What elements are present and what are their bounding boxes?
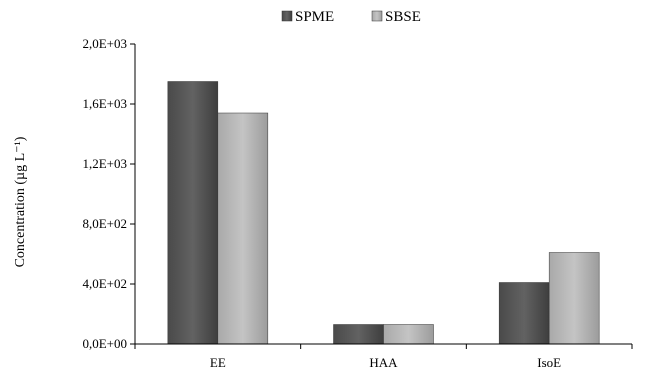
y-tick-label: 1,6E+03 <box>82 96 127 111</box>
y-tick-label: 1,2E+03 <box>82 156 127 171</box>
y-axis-title: Concentration (µg L⁻¹) <box>13 136 28 267</box>
bars <box>167 81 600 345</box>
legend-label-spme: SPME <box>295 9 334 25</box>
legend-swatch-spme <box>281 10 293 22</box>
x-category-label: IsoE <box>537 355 561 370</box>
y-tick-label: 0,0E+00 <box>82 336 127 351</box>
y-tick-label: 4,0E+02 <box>82 276 127 291</box>
bar-sbse-haa <box>383 324 434 345</box>
x-category-label: HAA <box>369 355 398 370</box>
bar-sbse-ee <box>217 112 269 345</box>
legend: SPME SBSE <box>281 9 421 25</box>
y-tick-label: 8,0E+02 <box>82 216 127 231</box>
y-axis: 0,0E+00 4,0E+02 8,0E+02 1,2E+03 1,6E+03 2,0E+… <box>82 36 136 351</box>
bar-sbse-isoe <box>548 252 600 345</box>
x-axis: EE HAA IsoE <box>134 343 633 370</box>
y-tick-label: 2,0E+03 <box>82 36 127 51</box>
bar-spme-haa <box>333 324 384 345</box>
legend-swatch-sbse <box>371 10 383 22</box>
legend-label-sbse: SBSE <box>385 9 421 25</box>
bar-spme-isoe <box>498 282 550 345</box>
bar-spme-ee <box>167 81 219 345</box>
x-category-label: EE <box>210 355 226 370</box>
